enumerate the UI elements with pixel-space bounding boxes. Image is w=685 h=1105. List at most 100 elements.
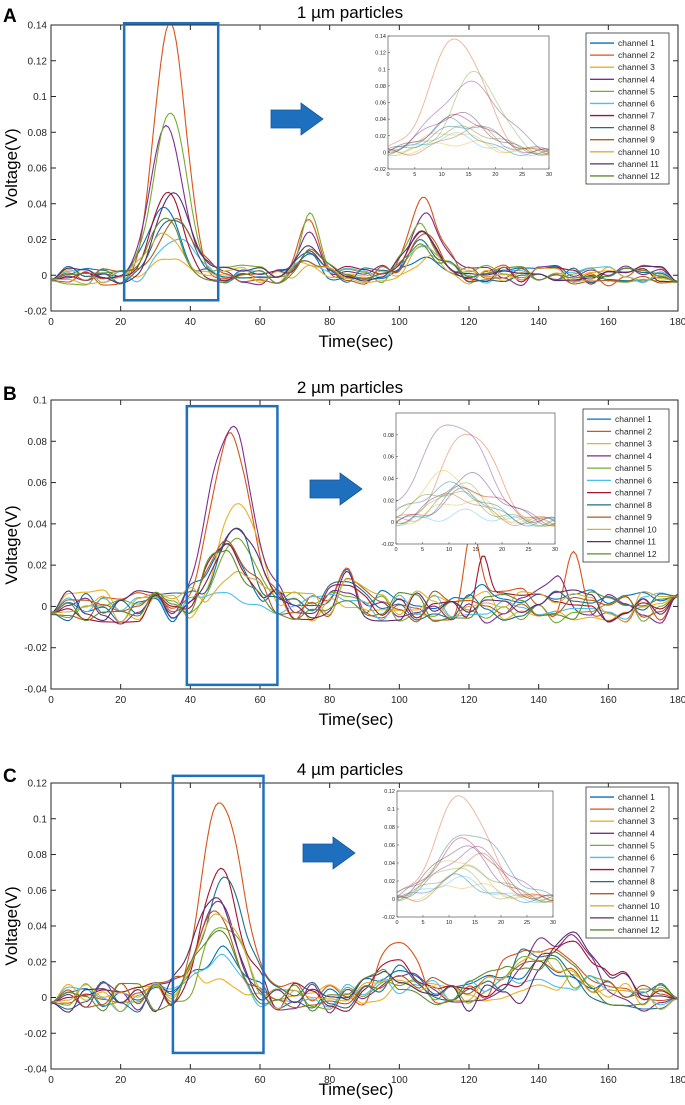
inset-series-line (397, 845, 553, 901)
inset-y-tick-label: -0.02 (382, 915, 395, 921)
y-tick-label: 0.12 (28, 779, 48, 790)
legend-entry: channel 9 (618, 889, 655, 899)
y-tick-label: 0.02 (28, 957, 48, 968)
inset-y-tick-label: 0 (383, 150, 386, 156)
inset-series-line (397, 845, 553, 903)
x-tick-label: 60 (254, 317, 266, 328)
legend-entry: channel 6 (618, 852, 655, 862)
legend-entry: channel 4 (618, 74, 655, 84)
inset-x-tick-label: 0 (386, 172, 389, 178)
inset-y-tick-label: 0.04 (384, 861, 395, 867)
inset-x-tick-label: 30 (552, 547, 558, 553)
inset-area (387, 35, 550, 170)
series-line-channel-7 (51, 191, 678, 285)
y-tick-label: 0.14 (28, 21, 48, 32)
legend: channel 1 channel 2 channel 3 channel 4 chan… (582, 408, 670, 563)
inset-y-tick-label: 0.12 (384, 789, 395, 795)
inset-y-tick-label: 0.04 (375, 117, 386, 123)
inset-x-tick-label: 20 (492, 172, 498, 178)
legend-entry: channel 4 (618, 828, 655, 838)
inset-x-tick-label: 10 (439, 172, 445, 178)
inset-y-tick-label: -0.02 (373, 167, 386, 173)
legend-entry: channel 3 (618, 62, 655, 72)
legend-entry: channel 5 (618, 86, 655, 96)
chart-title: 4 µm particles (297, 760, 403, 779)
series-line-channel-5 (51, 927, 678, 1010)
legend-entry: channel 3 (618, 816, 655, 826)
legend-entry: channel 1 (618, 792, 655, 802)
y-axis-label: Voltage(V) (2, 505, 21, 584)
inset-area (395, 412, 556, 545)
inset-y-tick-label: 0 (392, 897, 395, 903)
series-line-channel-6 (51, 238, 678, 284)
inset-y-tick-label: 0.02 (384, 879, 395, 885)
inset-series-line (388, 113, 549, 154)
series-line-channel-10 (51, 232, 678, 285)
inset-series-line (396, 493, 555, 527)
x-tick-label: 160 (600, 317, 617, 328)
y-tick-label: -0.04 (24, 685, 47, 696)
inset-x-tick-label: 5 (413, 172, 416, 178)
series-line-channel-9 (51, 539, 678, 623)
inset-series-line (388, 70, 549, 157)
legend-entry: channel 8 (618, 877, 655, 887)
legend-entry: channel 2 (618, 804, 655, 814)
inset-series-line (397, 834, 553, 897)
x-tick-label: 80 (324, 695, 336, 706)
legend-entry: channel 2 (618, 50, 655, 60)
legend-entry: channel 1 (618, 38, 655, 48)
series-line-channel-5 (51, 112, 678, 286)
inset-series-line (397, 873, 553, 903)
x-tick-label: 0 (48, 1075, 54, 1086)
series-line-channel-6 (51, 591, 678, 621)
series-line-channel-8 (51, 876, 678, 1013)
inset-series-line (396, 487, 555, 523)
inset-x-tick-label: 25 (519, 172, 525, 178)
inset-x-tick-label: 15 (465, 172, 471, 178)
inset-series-line (396, 508, 555, 527)
x-tick-label: 20 (115, 1075, 127, 1086)
inset-x-tick-label: 25 (525, 547, 531, 553)
x-axis-label: Time(sec) (319, 1080, 394, 1099)
inset-x-tick-label: 15 (472, 920, 478, 926)
legend-entry: channel 11 (618, 913, 659, 923)
inset-x-tick-label: 20 (499, 547, 505, 553)
x-tick-label: 100 (391, 317, 408, 328)
legend-entry: channel 4 (615, 451, 652, 461)
inset-x-tick-label: 0 (395, 920, 398, 926)
panel-letter: C (3, 766, 17, 787)
panel-a: 0 20 40 60 80 100 120 140 160 180-0.0200.020.040.… (2, 3, 685, 351)
series-line-channel-3 (51, 970, 678, 1012)
y-tick-label: 0.02 (28, 235, 48, 246)
y-tick-label: -0.02 (24, 643, 47, 654)
series-line-channel-9 (51, 217, 678, 285)
x-tick-label: 60 (254, 1075, 266, 1086)
legend-entry: channel 11 (618, 159, 659, 169)
x-tick-label: 140 (530, 695, 547, 706)
highlight-box (122, 21, 220, 302)
series-line-channel-8 (51, 527, 678, 622)
inset-x-tick-label: 10 (446, 547, 452, 553)
legend-entry: channel 7 (618, 865, 655, 875)
inset-y-tick-label: 0 (391, 520, 394, 526)
x-tick-label: 120 (461, 695, 478, 706)
inset-x-tick-label: 25 (524, 920, 530, 926)
x-tick-label: 140 (530, 1075, 547, 1086)
right-arrow-icon (270, 102, 324, 136)
x-tick-label: 80 (324, 1075, 336, 1086)
inset-series-line (396, 472, 555, 526)
inset-x-tick-label: 5 (421, 547, 424, 553)
y-tick-label: 0 (41, 993, 47, 1004)
x-tick-label: 40 (185, 695, 197, 706)
inset-series-line (397, 865, 553, 901)
y-tick-label: 0.1 (33, 92, 47, 103)
inset-series-line (396, 424, 555, 527)
inset-x-tick-label: 10 (446, 920, 452, 926)
x-tick-label: 140 (530, 317, 547, 328)
y-tick-label: 0.04 (28, 922, 48, 933)
inset-series-line (397, 860, 553, 903)
inset-series-line (388, 125, 549, 155)
legend-entry: channel 10 (615, 524, 657, 534)
